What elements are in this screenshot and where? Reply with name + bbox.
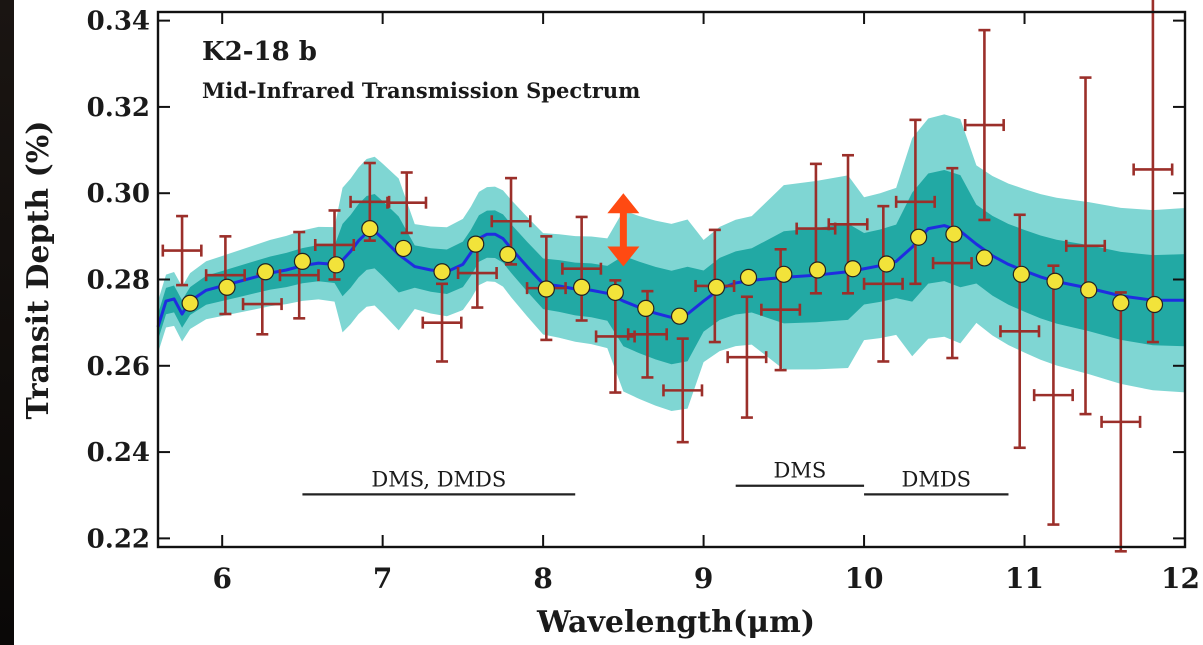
observed-point-12 — [561, 215, 603, 322]
observed-point-4 — [278, 230, 320, 320]
binned-point-28 — [1112, 294, 1130, 312]
observed-point-21 — [862, 204, 904, 363]
binned-point-26 — [1046, 272, 1064, 290]
y-tick-label-0.32: 0.32 — [87, 93, 150, 123]
observed-point-24 — [963, 28, 1005, 222]
x-tick-label-8: 8 — [533, 562, 552, 595]
binned-point-18 — [775, 265, 793, 283]
observed-point-2 — [204, 235, 246, 316]
y-tick-label-0.34: 0.34 — [87, 7, 150, 37]
binned-point-22 — [910, 228, 928, 246]
observed-point-10 — [490, 176, 532, 266]
x-tick-label-6: 6 — [212, 562, 231, 595]
binned-point-5 — [327, 256, 345, 274]
observed-point-15 — [662, 337, 704, 444]
left-background-strip — [0, 0, 14, 645]
x-tick-label-7: 7 — [373, 562, 392, 595]
binned-point-19 — [808, 261, 827, 279]
x-tick-label-12: 12 — [1161, 562, 1200, 595]
binned-point-24 — [975, 249, 994, 267]
binned-point-13 — [606, 283, 624, 302]
model-band-inner — [158, 169, 1185, 365]
y-tick-label-0.22: 0.22 — [87, 524, 150, 554]
arrow-head-down — [607, 246, 640, 267]
binned-point-3 — [256, 263, 275, 281]
observed-point-27 — [1064, 76, 1107, 416]
binned-point-11 — [537, 280, 555, 298]
annotations-layer: DMS, DMDS DMS DMDS — [302, 459, 1009, 496]
x-axis-label: Wavelength(μm) — [536, 605, 815, 640]
x-tick-label-9: 9 — [694, 562, 713, 595]
binned-point-10 — [499, 245, 517, 264]
binned-point-17 — [739, 268, 758, 286]
model-bands-layer — [158, 114, 1185, 412]
errorbars-layer — [161, 0, 1174, 553]
binned-point-12 — [573, 278, 591, 296]
y-tick-label-0.26: 0.26 — [87, 352, 150, 382]
arrow-head-up — [607, 193, 640, 214]
binned-point-27 — [1080, 281, 1098, 299]
chart-title: K2-18 b — [202, 37, 317, 67]
binned-point-21 — [877, 255, 896, 273]
annotation-label-2: DMS — [774, 459, 827, 483]
binned-point-23 — [945, 225, 963, 243]
observed-point-25 — [999, 213, 1041, 450]
binned-point-2 — [218, 278, 236, 296]
y-tick-label-0.30: 0.30 — [87, 179, 150, 209]
observed-point-17 — [726, 295, 768, 419]
binned-points-layer — [181, 219, 1164, 325]
binned-point-7 — [394, 239, 413, 258]
binned-point-29 — [1145, 295, 1164, 314]
binned-point-1 — [181, 294, 199, 312]
binned-point-16 — [707, 278, 726, 296]
observed-point-8 — [421, 282, 463, 363]
chart-subtitle: Mid-Infrared Transmission Spectrum — [202, 78, 640, 103]
binned-point-4 — [293, 252, 312, 270]
x-tick-label-10: 10 — [845, 562, 884, 595]
observed-point-1 — [161, 214, 203, 287]
observed-point-29 — [1132, 0, 1174, 344]
binned-point-25 — [1012, 265, 1030, 283]
y-tick-label-0.24: 0.24 — [87, 438, 150, 468]
y-axis-label: Transit Depth (%) — [21, 121, 56, 420]
binned-point-6 — [361, 219, 379, 238]
y-tick-label-0.28: 0.28 — [87, 266, 150, 296]
arrow-layer — [607, 193, 640, 267]
binned-point-20 — [844, 260, 862, 278]
binned-point-15 — [670, 307, 689, 325]
axes-layer: 6 7 8 9 10 11 12 0.22 0.24 0.26 0.28 0.30 0.32 0.34 — [87, 7, 1200, 595]
observed-point-23 — [931, 166, 973, 360]
binned-point-8 — [433, 263, 451, 281]
annotation-label-3: DMDS — [901, 467, 971, 491]
binned-point-14 — [637, 299, 655, 318]
observed-point-7 — [386, 171, 428, 235]
observed-point-28 — [1100, 291, 1142, 553]
observed-point-26 — [1032, 264, 1074, 526]
x-tick-label-11: 11 — [1005, 562, 1044, 595]
binned-point-9 — [467, 235, 485, 253]
annotation-label-1: DMS, DMDS — [371, 467, 506, 491]
observed-point-22 — [894, 118, 936, 286]
